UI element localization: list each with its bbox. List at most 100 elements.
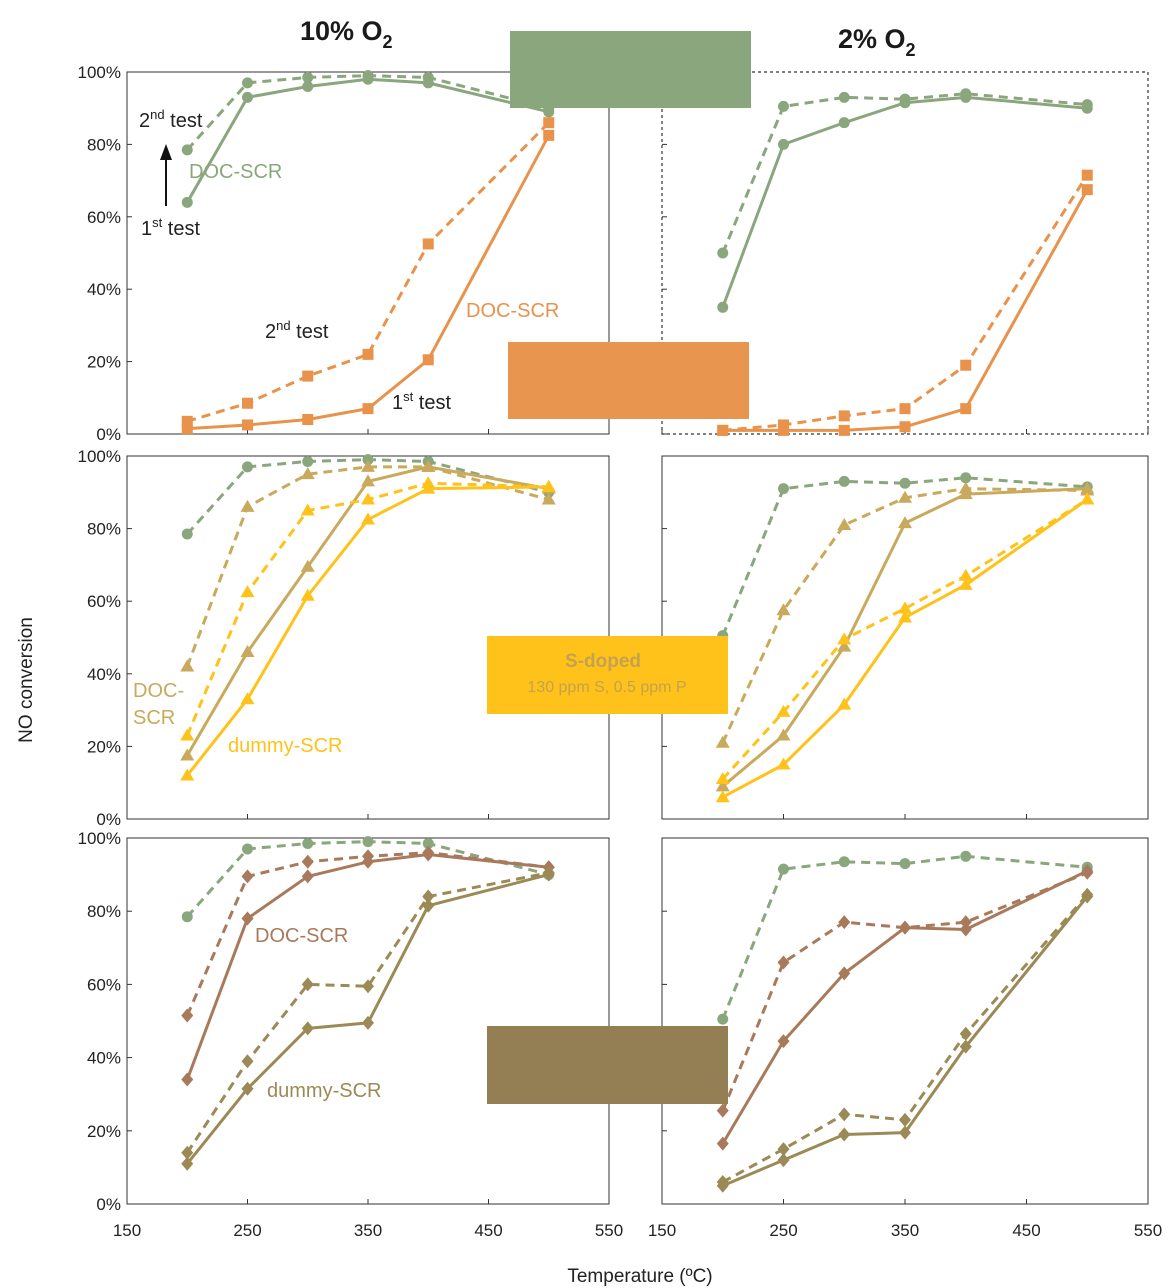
data-point <box>838 915 851 930</box>
x-axis-title: Temperature (ºC) <box>567 1266 712 1287</box>
data-point <box>242 91 253 103</box>
y-tick-label: 40% <box>87 1049 121 1068</box>
data-point <box>778 100 789 112</box>
series-middle-right-gold-dashed <box>715 481 1095 748</box>
data-point <box>300 559 315 572</box>
data-point <box>1081 169 1093 181</box>
data-point <box>777 1153 790 1168</box>
annotation-first-test-orange: 1st test <box>392 389 451 414</box>
series-line <box>721 869 1088 1145</box>
x-tick-label: 150 <box>648 1221 676 1240</box>
y-tick-label: 60% <box>87 208 121 227</box>
data-point <box>241 1054 254 1069</box>
data-point <box>422 837 434 849</box>
data-point <box>181 423 193 435</box>
data-point <box>899 920 911 935</box>
data-point <box>302 370 314 382</box>
data-point <box>180 728 195 741</box>
data-point <box>362 979 374 994</box>
data-point <box>543 117 555 129</box>
data-point <box>422 845 435 860</box>
series-line <box>722 188 1089 432</box>
data-point <box>838 966 851 981</box>
data-point <box>715 735 730 748</box>
data-point <box>241 911 254 926</box>
data-point <box>958 481 973 494</box>
data-point <box>181 196 193 208</box>
series-bottom-right-olive-dashed <box>716 887 1094 1190</box>
annotation-doc-scr-gold-line1: DOC- <box>133 680 184 702</box>
data-point <box>181 1072 194 1087</box>
green-label-box <box>510 31 751 108</box>
data-point <box>241 1081 254 1096</box>
data-point <box>898 490 912 503</box>
data-point <box>959 1026 972 1041</box>
x-tick-label: 550 <box>1134 1221 1162 1240</box>
series-bottom-left-green-dashed <box>181 836 555 923</box>
series-line <box>186 485 549 777</box>
data-point <box>899 858 911 870</box>
data-point <box>181 911 193 923</box>
data-point <box>960 403 972 415</box>
y-tick-label: 80% <box>87 520 121 539</box>
x-tick-label: 450 <box>1012 1221 1040 1240</box>
data-point <box>362 849 374 864</box>
series-middle-left-yellow-dashed <box>180 476 556 741</box>
annotation-dummy-scr-yellow: dummy-SCR <box>228 735 342 757</box>
data-point <box>361 492 375 505</box>
y-tick-label: 100% <box>78 447 121 466</box>
data-point <box>898 601 912 614</box>
annotation-doc-scr-orange: DOC-SCR <box>466 300 559 322</box>
y-tick-label: 0% <box>96 425 121 444</box>
y-tick-label: 20% <box>87 737 121 756</box>
data-point <box>899 93 911 105</box>
data-point <box>717 247 729 259</box>
series-bottom-right-brown-solid <box>716 863 1094 1151</box>
data-point <box>242 77 253 89</box>
data-point <box>542 865 555 880</box>
data-point <box>837 517 852 530</box>
orange-label-box <box>508 342 749 419</box>
column-title-right: 2% O2 <box>838 24 916 60</box>
panel-frame-bottom-right <box>661 837 1149 1205</box>
y-tick-label: 60% <box>87 975 121 994</box>
data-point <box>301 1021 314 1036</box>
series-line <box>721 871 1088 1112</box>
series-line <box>186 458 550 536</box>
series-top-right-orange-dashed <box>717 169 1093 436</box>
series-line <box>185 77 550 204</box>
data-point <box>898 610 912 623</box>
data-point <box>302 455 314 467</box>
data-point <box>776 704 791 717</box>
data-point <box>180 748 195 761</box>
data-point <box>240 585 255 598</box>
y-tick-label: 60% <box>87 592 121 611</box>
data-point <box>422 71 434 83</box>
data-point <box>362 348 374 360</box>
data-point <box>899 477 911 489</box>
data-point <box>181 1145 194 1160</box>
data-point <box>181 1008 194 1023</box>
y-tick-label: 100% <box>78 63 121 82</box>
data-point <box>302 837 314 849</box>
x-tick-label: 550 <box>595 1221 623 1240</box>
y-tick-label: 80% <box>87 902 121 921</box>
data-point <box>899 1125 911 1140</box>
data-point <box>778 138 789 150</box>
data-point <box>422 354 434 366</box>
data-point <box>421 476 436 489</box>
data-point <box>242 461 253 473</box>
data-point <box>302 414 314 426</box>
data-point <box>242 843 253 855</box>
data-point <box>1081 887 1094 902</box>
annotation-doc-scr-gold-line2: SCR <box>133 707 175 729</box>
data-point <box>1081 99 1093 111</box>
data-point <box>181 528 193 540</box>
x-tick-label: 450 <box>474 1221 502 1240</box>
series-line <box>185 481 549 737</box>
data-point <box>838 424 850 436</box>
s-doped-label-box <box>487 636 728 714</box>
y-tick-label: 0% <box>96 810 121 829</box>
x-tick-label: 250 <box>233 1221 261 1240</box>
